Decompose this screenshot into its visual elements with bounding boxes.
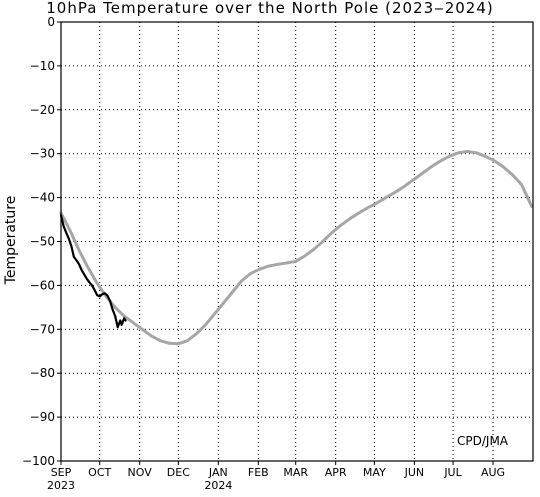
- x-tick-label-apr: APR: [325, 466, 347, 479]
- x-year-label: 2024: [204, 479, 232, 492]
- x-tick-label-nov: NOV: [128, 466, 153, 479]
- credit-annotation: CPD/JMA: [457, 434, 509, 448]
- y-tick-label: −80: [30, 366, 55, 380]
- x-tick-label-sep: SEP: [51, 466, 72, 479]
- y-tick-label: −50: [30, 235, 55, 249]
- grid-lines: [61, 22, 533, 461]
- y-axis: 0 −10 −20 −30 −40 −50 −60 −70 −80 −90 −100: [22, 15, 61, 468]
- y-tick-label: −20: [30, 103, 55, 117]
- y-tick-label: −90: [30, 410, 55, 424]
- x-tick-label-jan: JAN: [208, 466, 228, 479]
- x-tick-label-jul: JUL: [443, 466, 462, 479]
- series-lines: [59, 150, 534, 346]
- climatology-line: [59, 150, 534, 346]
- y-axis-label: Temperature: [3, 196, 19, 286]
- x-tick-label-aug: AUG: [481, 466, 505, 479]
- x-year-label: 2023: [47, 479, 75, 492]
- x-tick-label-jun: JUN: [404, 466, 425, 479]
- x-tick-label-may: MAY: [363, 466, 386, 479]
- y-tick-label: 0: [47, 15, 55, 29]
- x-tick-label-feb: FEB: [248, 466, 269, 479]
- y-tick-label: −70: [30, 322, 55, 336]
- y-tick-label: −100: [22, 454, 55, 468]
- y-tick-label: −60: [30, 278, 55, 292]
- y-tick-label: −30: [30, 147, 55, 161]
- chart-title: 10hPa Temperature over the North Pole (2…: [46, 0, 493, 17]
- y-tick-label: −10: [30, 59, 55, 73]
- x-tick-label-oct: OCT: [88, 466, 111, 479]
- observed-line: [59, 214, 127, 329]
- x-tick-label-dec: DEC: [167, 466, 190, 479]
- x-tick-label-mar: MAR: [283, 466, 308, 479]
- y-tick-label: −40: [30, 191, 55, 205]
